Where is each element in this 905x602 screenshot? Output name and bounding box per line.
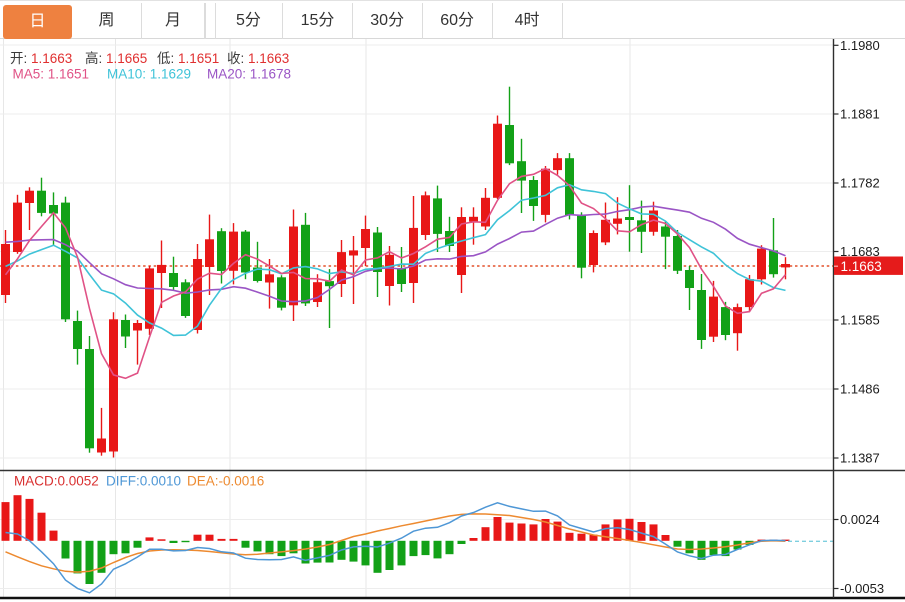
svg-text:1.1980: 1.1980	[840, 38, 880, 53]
svg-text:高: 1.1665: 高: 1.1665	[85, 50, 147, 66]
svg-text:1.1486: 1.1486	[840, 382, 880, 397]
svg-text:0.0024: 0.0024	[840, 512, 880, 527]
svg-text:1.1683: 1.1683	[840, 244, 880, 259]
svg-text:开: 1.1663: 开: 1.1663	[10, 51, 72, 66]
svg-text:收: 1.1663: 收: 1.1663	[227, 51, 289, 66]
svg-text:DIFF:0.0010: DIFF:0.0010	[106, 474, 181, 489]
svg-text:MA5: 1.1651: MA5: 1.1651	[13, 67, 90, 82]
svg-text:1.1782: 1.1782	[840, 176, 880, 191]
svg-text:-0.0053: -0.0053	[840, 581, 884, 596]
svg-text:1.1881: 1.1881	[840, 107, 880, 122]
svg-text:MA20: 1.1678: MA20: 1.1678	[207, 67, 291, 82]
svg-text:MACD:0.0052: MACD:0.0052	[14, 474, 99, 489]
svg-text:MA10: 1.1629: MA10: 1.1629	[107, 67, 191, 82]
svg-text:1.1663: 1.1663	[841, 259, 882, 274]
svg-text:1.1387: 1.1387	[840, 451, 880, 466]
svg-text:DEA:-0.0016: DEA:-0.0016	[187, 474, 264, 489]
svg-text:低: 1.1651: 低: 1.1651	[157, 51, 219, 66]
svg-text:1.1585: 1.1585	[840, 313, 880, 328]
